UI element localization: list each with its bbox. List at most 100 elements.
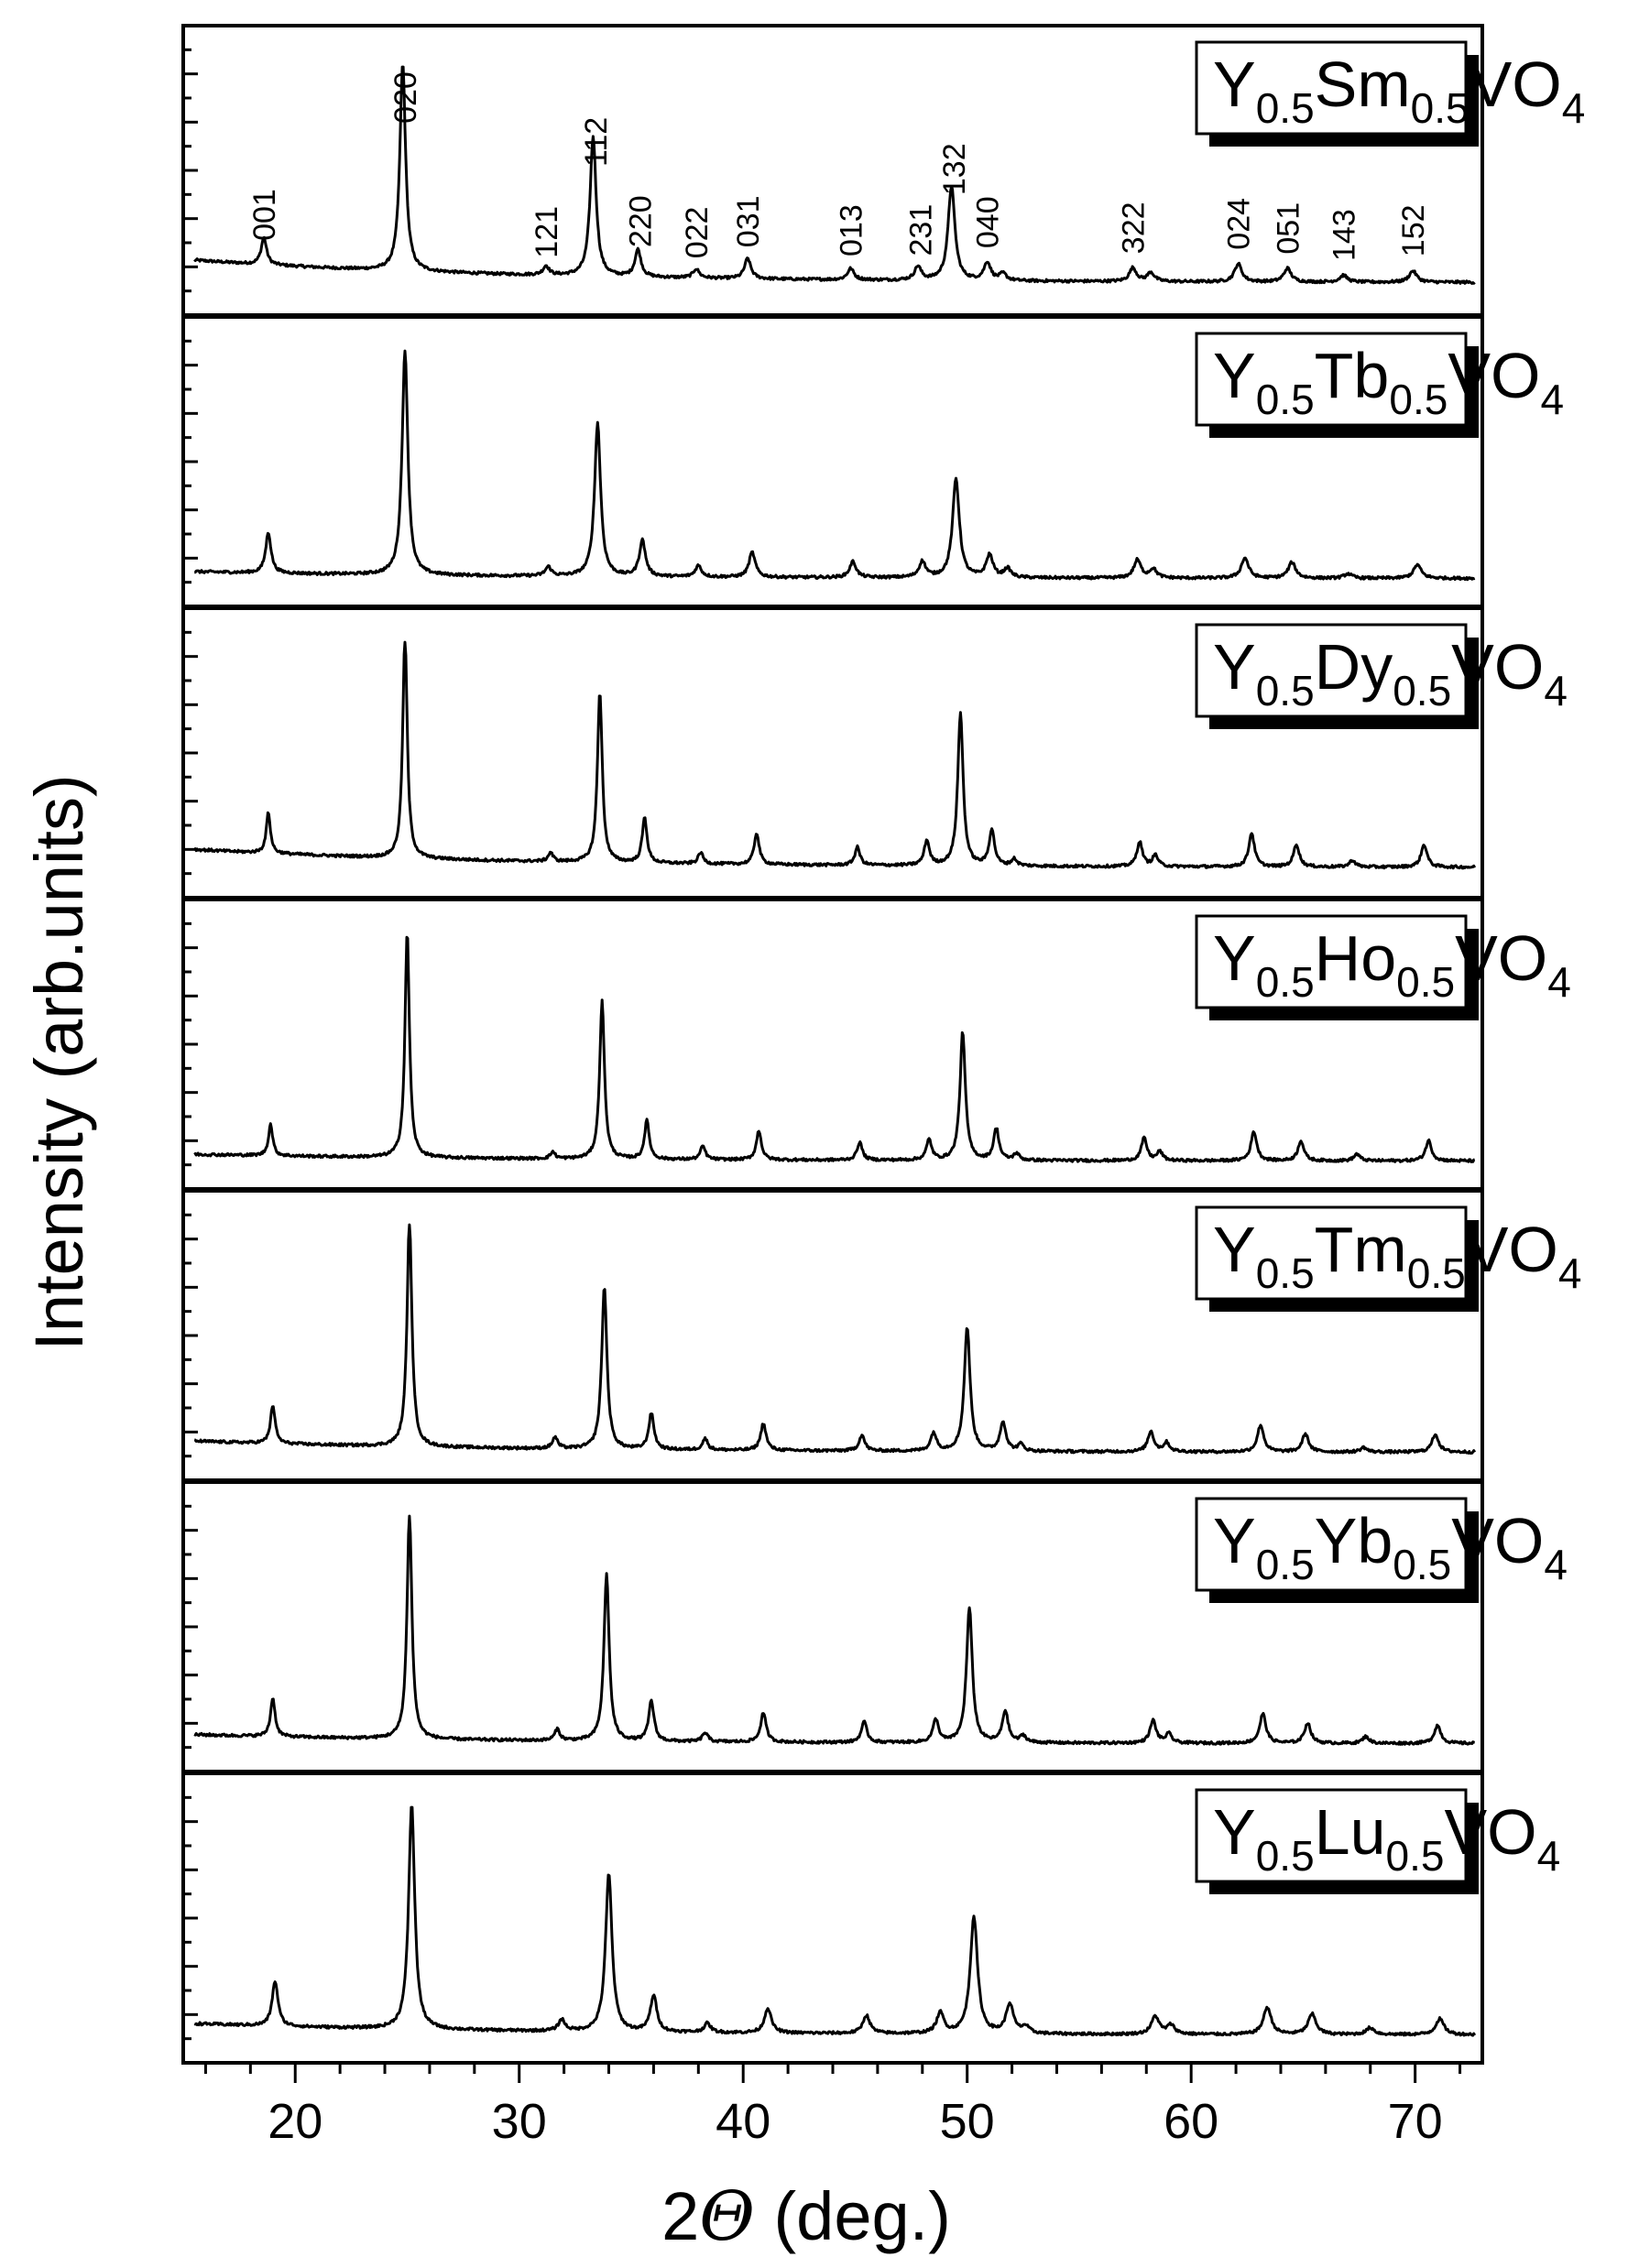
compound-label-part: VO — [1451, 631, 1544, 703]
label-box — [1195, 40, 1468, 136]
xrd-trace-lu — [193, 1805, 1477, 2037]
x-tick-label: 60 — [1164, 2094, 1218, 2149]
miller-index-051: 051 — [1271, 202, 1306, 255]
compound-label-part: Lu — [1315, 1796, 1386, 1868]
compound-label-part: VO — [1444, 1796, 1536, 1868]
compound-label-part: 0.5 — [1407, 1249, 1466, 1297]
xrd-trace-yb — [193, 1514, 1476, 1746]
panel-tb: Y0.5Tb0.5VO4 — [181, 315, 1564, 608]
miller-index-220: 220 — [624, 195, 659, 247]
miller-index-143: 143 — [1327, 209, 1361, 261]
miller-index-022: 022 — [680, 207, 715, 259]
compound-label-part: 0.5 — [1256, 1249, 1315, 1297]
panel-ho: Y0.5Ho0.5VO4 — [181, 898, 1571, 1191]
miller-index-231: 231 — [903, 204, 938, 256]
miller-index-024: 024 — [1222, 198, 1257, 250]
miller-index-001: 001 — [247, 189, 282, 241]
compound-label-part: Dy — [1315, 631, 1393, 703]
xrd-trace-tm — [193, 1223, 1477, 1455]
miller-index-152: 152 — [1396, 204, 1431, 256]
compound-label-part: 4 — [1558, 1249, 1582, 1297]
compound-label-part: VO — [1448, 340, 1540, 411]
compound-label-part: Y — [1213, 631, 1256, 703]
compound-label-part: 0.5 — [1256, 1832, 1315, 1880]
compound-label-part: Y — [1213, 1796, 1256, 1868]
label-box — [1195, 1788, 1468, 1883]
xrd-trace-tb — [193, 349, 1476, 582]
theta-symbol: Θ — [699, 2177, 755, 2256]
compound-label-part: 0.5 — [1256, 1541, 1315, 1588]
x-axis-label: 2Θ (deg.) — [661, 2177, 951, 2256]
compound-label-part: Tb — [1315, 340, 1390, 411]
miller-index-121: 121 — [530, 206, 564, 258]
compound-label-part: Y — [1213, 49, 1256, 120]
panel-yb: Y0.5Yb0.5VO4 — [181, 1480, 1568, 1773]
compound-label: Y0.5Dy0.5VO4 — [1213, 631, 1568, 714]
compound-label-part: Yb — [1315, 1505, 1393, 1576]
x-tick-label: 70 — [1388, 2094, 1443, 2149]
compound-label-part: 0.5 — [1411, 84, 1470, 132]
xrd-trace-sm — [193, 65, 1476, 285]
compound-label-part: 0.5 — [1386, 1832, 1445, 1880]
miller-index-013: 013 — [835, 204, 869, 256]
compound-label-part: 4 — [1540, 376, 1564, 423]
compound-label-part: 4 — [1544, 1541, 1568, 1588]
compound-label: Y0.5Yb0.5VO4 — [1213, 1505, 1568, 1588]
compound-label: Y0.5Ho0.5VO4 — [1213, 922, 1571, 1006]
compound-label-part: Sm — [1315, 49, 1411, 120]
compound-label-part: 0.5 — [1393, 667, 1451, 714]
compound-label-part: Y — [1213, 922, 1256, 994]
x-label-prefix: 2 — [661, 2178, 699, 2254]
miller-index-031: 031 — [731, 195, 766, 247]
label-box — [1195, 914, 1468, 1009]
compound-label: Y0.5Tm0.5VO4 — [1213, 1214, 1581, 1297]
compound-label-part: 4 — [1562, 84, 1586, 132]
compound-label-part: 0.5 — [1256, 84, 1315, 132]
compound-label: Y0.5Tb0.5VO4 — [1213, 340, 1564, 423]
compound-label-part: Tm — [1315, 1214, 1407, 1285]
compound-label-part: VO — [1451, 1505, 1544, 1576]
x-label-suffix: (deg.) — [755, 2178, 951, 2254]
xrd-trace-dy — [192, 640, 1477, 870]
compound-label: Y0.5Sm0.5VO4 — [1213, 49, 1585, 132]
compound-label-part: VO — [1466, 1214, 1558, 1285]
compound-label-part: VO — [1455, 922, 1547, 994]
miller-index-132: 132 — [937, 143, 972, 195]
compound-label-part: 0.5 — [1389, 376, 1448, 423]
compound-label-part: Ho — [1315, 922, 1396, 994]
compound-label-part: 0.5 — [1396, 958, 1455, 1006]
x-tick-label: 30 — [492, 2094, 547, 2149]
x-tick-label: 50 — [940, 2094, 995, 2149]
panel-lu: Y0.5Lu0.5VO4 — [181, 1772, 1560, 2065]
compound-label-part: 0.5 — [1256, 376, 1315, 423]
miller-index-040: 040 — [971, 196, 1006, 248]
miller-index-112: 112 — [579, 117, 614, 167]
panel-dy: Y0.5Dy0.5VO4 — [181, 606, 1568, 900]
compound-label-part: Y — [1213, 340, 1256, 411]
compound-label-part: VO — [1470, 49, 1562, 120]
miller-index-322: 322 — [1117, 202, 1152, 254]
xrd-trace-ho — [193, 935, 1476, 1163]
compound-label-part: 0.5 — [1256, 958, 1315, 1006]
label-box — [1195, 1497, 1468, 1592]
label-box — [1195, 623, 1468, 718]
compound-label-part: 4 — [1547, 958, 1571, 1006]
label-box — [1195, 1205, 1468, 1301]
x-tick-label: 20 — [268, 2094, 322, 2149]
miller-index-020: 020 — [388, 71, 423, 124]
compound-label-part: Y — [1213, 1214, 1256, 1285]
y-axis-label: Intensity (arb.units) — [21, 774, 97, 1350]
compound-label: Y0.5Lu0.5VO4 — [1213, 1796, 1560, 1880]
compound-label-part: 4 — [1537, 1832, 1561, 1880]
compound-label-part: Y — [1213, 1505, 1256, 1576]
label-box — [1195, 332, 1468, 427]
panel-tm: Y0.5Tm0.5VO4 — [181, 1189, 1581, 1482]
x-axis: 20 30 40 50 60 70 — [203, 2063, 1462, 2149]
compound-label-part: 4 — [1544, 667, 1568, 714]
x-tick-label: 40 — [716, 2094, 770, 2149]
compound-label-part: 0.5 — [1256, 667, 1315, 714]
